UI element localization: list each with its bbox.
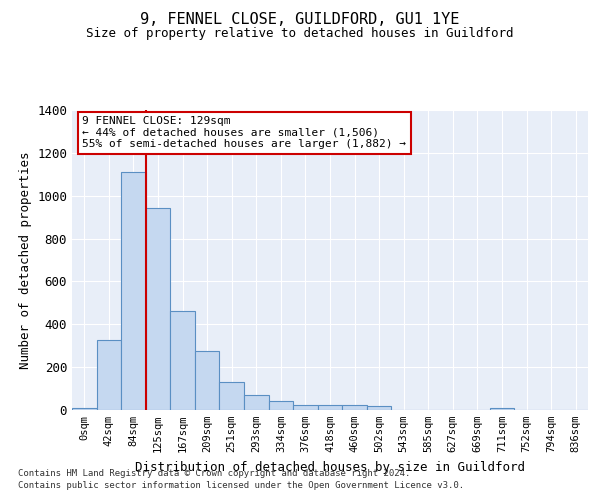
Y-axis label: Number of detached properties: Number of detached properties: [19, 151, 32, 369]
Bar: [220, 382, 244, 410]
Bar: [146, 208, 170, 410]
Bar: [170, 312, 195, 410]
Text: Contains HM Land Registry data © Crown copyright and database right 2024.: Contains HM Land Registry data © Crown c…: [18, 468, 410, 477]
Bar: [342, 404, 367, 410]
Bar: [367, 406, 391, 410]
Bar: [121, 172, 146, 410]
Bar: [195, 351, 220, 410]
X-axis label: Distribution of detached houses by size in Guildford: Distribution of detached houses by size …: [135, 460, 525, 473]
Bar: [490, 408, 514, 410]
Text: Size of property relative to detached houses in Guildford: Size of property relative to detached ho…: [86, 28, 514, 40]
Bar: [293, 406, 318, 410]
Text: Contains public sector information licensed under the Open Government Licence v3: Contains public sector information licen…: [18, 481, 464, 490]
Bar: [72, 408, 97, 410]
Bar: [97, 340, 121, 410]
Bar: [244, 396, 269, 410]
Bar: [269, 402, 293, 410]
Text: 9 FENNEL CLOSE: 129sqm
← 44% of detached houses are smaller (1,506)
55% of semi-: 9 FENNEL CLOSE: 129sqm ← 44% of detached…: [82, 116, 406, 149]
Text: 9, FENNEL CLOSE, GUILDFORD, GU1 1YE: 9, FENNEL CLOSE, GUILDFORD, GU1 1YE: [140, 12, 460, 28]
Bar: [318, 404, 342, 410]
